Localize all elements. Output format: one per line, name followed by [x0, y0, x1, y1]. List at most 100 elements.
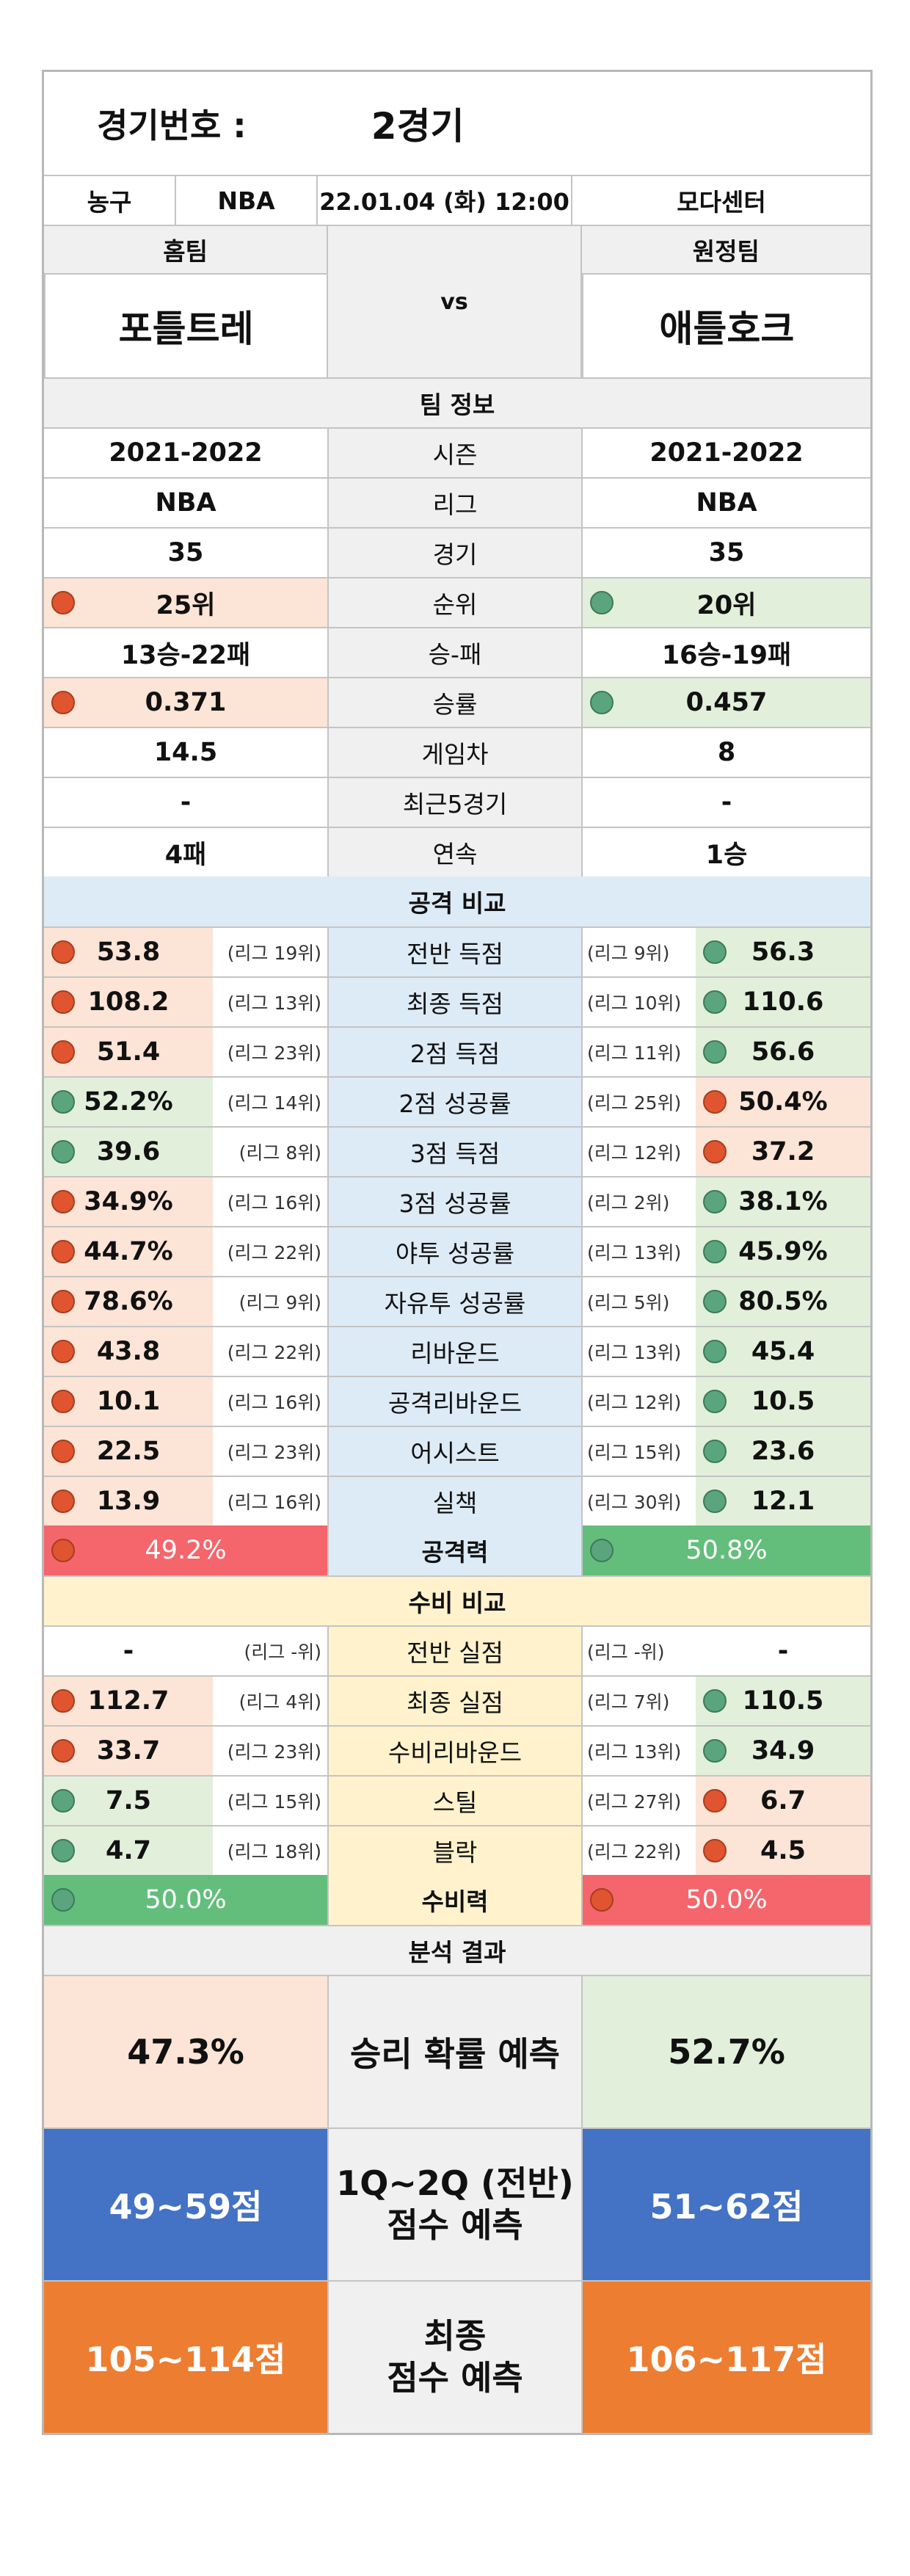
half-score-row: 49~59점 1Q~2Q (전반) 점수 예측 51~62점 [44, 2127, 870, 2280]
defense-stat-label: 전반 실점 [327, 1627, 581, 1675]
status-dot-icon [51, 691, 75, 714]
attack-power-away: 50.8% [581, 1525, 870, 1575]
team-info-away-value: 16승-19패 [581, 628, 870, 677]
attack-home-rank: (리그 22위) [227, 1342, 321, 1363]
attack-home-rank: (리그 14위) [227, 1092, 321, 1114]
defense-power-home: 50.0% [44, 1875, 327, 1925]
team-info-row: - 최근5경기 - [44, 777, 870, 827]
attack-stat-label: 자유투 성공률 [327, 1277, 581, 1326]
attack-stat-row: 44.7% (리그 22위) 야투 성공률 (리그 13위) 45.9% [44, 1226, 870, 1276]
team-info-table: 2021-2022 시즌 2021-2022 NBA 리그 NBA 35 경기 35 25위 순위 2… [44, 427, 870, 877]
team-info-home-value: 25위 [44, 578, 327, 627]
attack-stat-label: 3점 성공률 [327, 1178, 581, 1226]
attack-power-row: 49.2% 공격력 50.8% [44, 1525, 870, 1575]
attack-stat-row: 13.9 (리그 16위) 실책 (리그 30위) 12.1 [44, 1476, 870, 1525]
sport-cell: 농구 [87, 188, 132, 217]
team-info-row: 4패 연속 1승 [44, 827, 870, 877]
status-dot-icon [51, 1888, 75, 1912]
attack-stat-label: 실책 [327, 1477, 581, 1525]
team-info-label: 연속 [327, 828, 581, 877]
attack-away-rank: (리그 10위) [581, 978, 696, 1026]
final-score-label: 최종 점수 예측 [327, 2282, 581, 2433]
status-dot-icon [51, 1340, 75, 1363]
away-half-score: 51~62점 [581, 2129, 870, 2280]
attack-home-value: 43.8 [44, 1327, 213, 1376]
team-info-away-value: 0.457 [581, 678, 870, 727]
attack-away-rank: (리그 25위) [581, 1078, 696, 1126]
defense-title: 수비 비교 [44, 1577, 870, 1625]
home-team-label: 홈팀 [44, 226, 327, 275]
attack-power-home: 49.2% [44, 1525, 327, 1575]
team-info-row: 0.371 승률 0.457 [44, 677, 870, 727]
status-dot-icon [51, 990, 75, 1014]
defense-away-rank: (리그 22위) [581, 1826, 696, 1875]
status-dot-icon [51, 1789, 75, 1813]
defense-away-rank: (리그 13위) [581, 1727, 696, 1775]
team-info-away-value: 2021-2022 [581, 429, 870, 477]
status-dot-icon [51, 1290, 75, 1313]
attack-stat-label: 어시스트 [327, 1427, 581, 1476]
status-dot-icon [703, 1689, 727, 1713]
attack-stat-row: 10.1 (리그 16위) 공격리바운드 (리그 12위) 10.5 [44, 1376, 870, 1426]
win-probability-row: 47.3% 승리 확률 예측 52.7% [44, 1975, 870, 2127]
team-info-title: 팀 정보 [44, 379, 870, 427]
attack-header: 공격 비교 [44, 877, 870, 926]
team-info-row: 13승-22패 승-패 16승-19패 [44, 627, 870, 677]
status-dot-icon [703, 1240, 727, 1263]
team-info-header: 팀 정보 [44, 377, 870, 427]
attack-stat-label: 리바운드 [327, 1327, 581, 1376]
status-dot-icon [703, 1839, 727, 1862]
attack-home-rank: (리그 13위) [227, 993, 321, 1014]
half-score-label: 1Q~2Q (전반) 점수 예측 [327, 2129, 581, 2280]
team-info-label: 리그 [327, 479, 581, 527]
defense-away-value: 6.7 [696, 1777, 870, 1825]
team-info-label: 승률 [327, 678, 581, 727]
attack-away-value: 10.5 [696, 1377, 870, 1426]
attack-away-rank: (리그 12위) [581, 1377, 696, 1426]
defense-home-value: 4.7 [44, 1826, 213, 1875]
status-dot-icon [51, 1190, 75, 1213]
teams-row: 홈팀 포틀트레 vs 원정팀 애틀호크 [44, 225, 870, 377]
attack-home-value: 108.2 [44, 978, 213, 1026]
attack-stat-label: 2점 득점 [327, 1028, 581, 1076]
league-cell: NBA [175, 176, 316, 225]
attack-away-rank: (리그 5위) [581, 1277, 696, 1326]
status-dot-icon [51, 591, 75, 614]
defense-home-value: 7.5 [44, 1777, 213, 1825]
defense-away-value: 34.9 [696, 1727, 870, 1775]
team-info-away-value: NBA [581, 479, 870, 527]
away-team-name: 애틀호크 [581, 275, 870, 377]
attack-stat-row: 34.9% (리그 16위) 3점 성공률 (리그 2위) 38.1% [44, 1176, 870, 1226]
defense-power-away: 50.0% [581, 1875, 870, 1925]
team-info-home-value: 2021-2022 [109, 438, 263, 468]
defense-table: - (리그 -위) 전반 실점 (리그 -위) -112.7 (리그 4위) 최종 실점 (리… [44, 1625, 870, 1875]
attack-away-value: 50.4% [696, 1078, 870, 1126]
attack-home-value: 22.5 [44, 1427, 213, 1476]
defense-home-value: 112.7 [44, 1677, 213, 1725]
attack-home-rank: (리그 16위) [227, 1192, 321, 1213]
defense-power-label: 수비력 [327, 1875, 581, 1925]
team-info-row: 2021-2022 시즌 2021-2022 [44, 427, 870, 477]
attack-away-rank: (리그 15위) [581, 1427, 696, 1476]
team-info-label: 게임차 [327, 728, 581, 777]
status-dot-icon [51, 1390, 75, 1413]
away-final-score: 106~117점 [581, 2282, 870, 2433]
attack-home-value: 13.9 [44, 1477, 213, 1525]
attack-away-value: 110.6 [696, 978, 870, 1026]
defense-away-value: 110.5 [696, 1677, 870, 1725]
attack-stat-row: 43.8 (리그 22위) 리바운드 (리그 13위) 45.4 [44, 1326, 870, 1376]
status-dot-icon [703, 940, 727, 964]
attack-home-rank: (리그 23위) [227, 1042, 321, 1064]
attack-home-value: 51.4 [44, 1028, 213, 1076]
attack-stat-label: 최종 득점 [327, 978, 581, 1026]
attack-home-rank: (리그 16위) [227, 1392, 321, 1413]
status-dot-icon [51, 1739, 75, 1763]
defense-stat-row: 33.7 (리그 23위) 수비리바운드 (리그 13위) 34.9 [44, 1725, 870, 1775]
team-info-row: 14.5 게임차 8 [44, 727, 870, 777]
info-row: 농구 NBA 22.01.04 (화) 12:00 모다센터 [44, 175, 870, 225]
status-dot-icon [703, 1340, 727, 1363]
status-dot-icon [703, 1789, 727, 1813]
defense-header: 수비 비교 [44, 1575, 870, 1625]
attack-power-label: 공격력 [327, 1525, 581, 1575]
defense-away-value: 4.5 [696, 1826, 870, 1875]
